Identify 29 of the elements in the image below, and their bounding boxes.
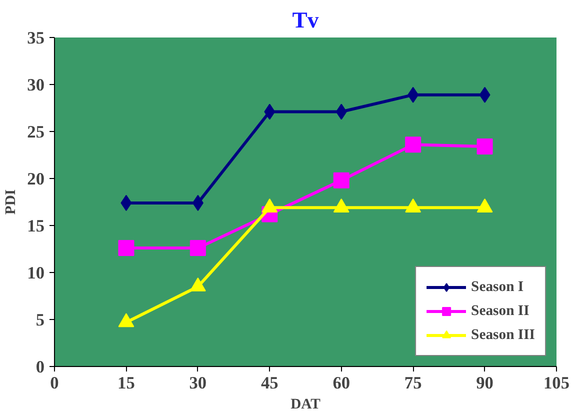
legend-label: Season I (471, 278, 524, 296)
legend-label: Season II (471, 302, 530, 320)
y-tick-label: 20 (27, 170, 44, 188)
y-tick-label: 10 (27, 264, 44, 282)
chart-title: Tv (292, 8, 320, 32)
x-tick-label: 60 (332, 374, 350, 392)
point (118, 240, 134, 256)
point (405, 136, 422, 153)
point (333, 172, 350, 188)
x-tick-label: 30 (189, 374, 207, 392)
y-tick-label: 5 (36, 310, 45, 330)
x-tick-label: 15 (118, 374, 136, 392)
x-tick-label: 75 (404, 374, 422, 392)
y-axis-title: PDI (3, 189, 20, 215)
x-tick-label: 0 (50, 374, 59, 392)
y-tick-label: 30 (27, 76, 44, 94)
y-tick-label: 25 (27, 122, 45, 142)
x-axis-title: DAT (290, 396, 321, 412)
y-tick-label: 15 (27, 216, 45, 236)
y-tick-label: 35 (27, 28, 45, 48)
point (118, 313, 134, 328)
point (476, 138, 493, 155)
legend-label: Season III (471, 326, 535, 344)
x-tick-label: 90 (476, 374, 494, 392)
point (190, 240, 206, 256)
y-tick-label: 0 (36, 358, 45, 376)
point (190, 277, 206, 292)
x-tick-label: 105 (544, 374, 570, 392)
x-tick-label: 45 (260, 374, 279, 392)
